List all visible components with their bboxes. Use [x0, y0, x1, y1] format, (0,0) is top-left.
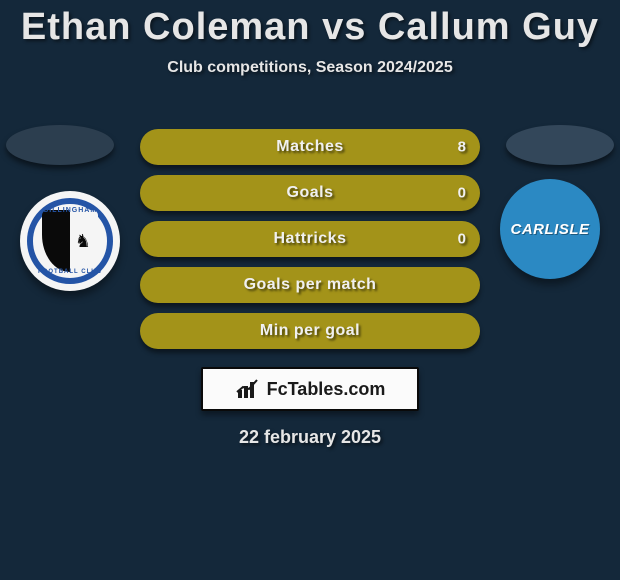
club-badge-right: CARLISLE — [500, 179, 600, 279]
stat-label: Matches — [276, 138, 344, 156]
crest-half-white: ♞ — [70, 210, 98, 272]
stat-bar-hattricks: Hattricks 0 — [140, 221, 480, 257]
club-badge-right-text: CARLISLE — [511, 221, 590, 238]
club-badge-left: GILLINGHAM ♞ FOOTBALL CLUB — [20, 191, 120, 291]
stat-right-value: 8 — [458, 139, 466, 156]
stat-bar-matches: Matches 8 — [140, 129, 480, 165]
stat-bar-goals: Goals 0 — [140, 175, 480, 211]
subtitle: Club competitions, Season 2024/2025 — [0, 59, 620, 77]
stat-right-value: 0 — [458, 185, 466, 202]
crest-ring-top: GILLINGHAM — [33, 207, 107, 214]
stat-label: Min per goal — [260, 322, 360, 340]
horse-icon: ♞ — [75, 231, 91, 252]
stat-bar-min-per-goal: Min per goal — [140, 313, 480, 349]
stat-label: Goals — [287, 184, 334, 202]
player-avatar-left — [6, 125, 114, 165]
stat-bars: Matches 8 Goals 0 Hattricks 0 Goals per … — [140, 105, 480, 349]
stat-label: Goals per match — [244, 276, 377, 294]
brand-chart-icon — [235, 378, 261, 400]
crest-shield: ♞ — [42, 210, 98, 272]
page-title: Ethan Coleman vs Callum Guy — [0, 0, 620, 49]
stat-label: Hattricks — [274, 230, 347, 248]
stat-bar-goals-per-match: Goals per match — [140, 267, 480, 303]
brand-box: FcTables.com — [201, 367, 419, 411]
stat-right-value: 0 — [458, 231, 466, 248]
crest-left: GILLINGHAM ♞ FOOTBALL CLUB — [27, 198, 113, 284]
crest-half-black — [42, 210, 70, 272]
player-avatar-right — [506, 125, 614, 165]
comparison-stage: GILLINGHAM ♞ FOOTBALL CLUB CARLISLE Matc… — [0, 105, 620, 448]
brand-text: FcTables.com — [267, 379, 386, 400]
crest-ring-bottom: FOOTBALL CLUB — [33, 269, 107, 275]
infographic-date: 22 february 2025 — [0, 427, 620, 448]
